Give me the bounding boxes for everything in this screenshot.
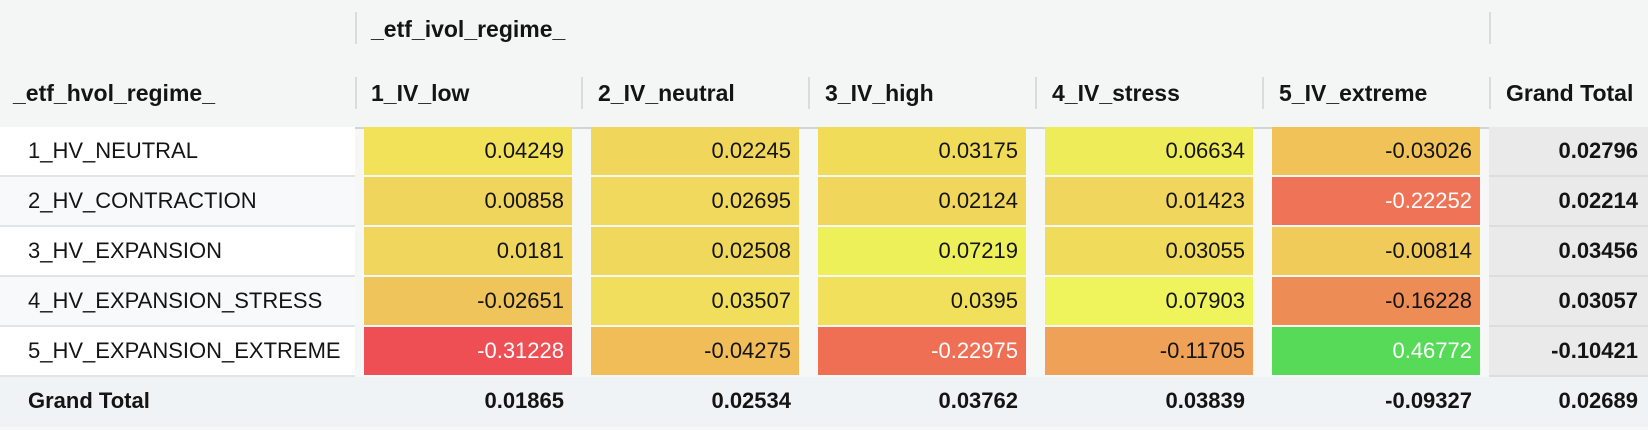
table-row: 3_HV_EXPANSION 0.0181 0.02508 0.07219 0.… (0, 227, 1648, 277)
row-header[interactable]: 2_HV_CONTRACTION (0, 177, 355, 227)
heatmap-cell[interactable]: -0.02651 (364, 277, 572, 325)
column-grand-total: 0.03839 (1165, 388, 1245, 413)
heatmap-cell[interactable]: -0.22252 (1272, 177, 1480, 225)
row-grand-total: 0.02214 (1489, 177, 1648, 227)
heatmap-cell[interactable]: -0.03026 (1272, 127, 1480, 175)
row-header[interactable]: 3_HV_EXPANSION (0, 227, 355, 277)
heatmap-cell[interactable]: 0.07219 (818, 227, 1026, 275)
column-header-iv-neutral[interactable]: 2_IV_neutral (598, 80, 735, 106)
row-header[interactable]: 5_HV_EXPANSION_EXTREME (0, 327, 355, 377)
grand-total-row: Grand Total 0.01865 0.02534 0.03762 0.03… (0, 377, 1648, 429)
heatmap-cell[interactable]: 0.00858 (364, 177, 572, 225)
column-grand-total: -0.09327 (1385, 388, 1472, 413)
heatmap-cell[interactable]: 0.02245 (591, 127, 799, 175)
heatmap-cell[interactable]: 0.02508 (591, 227, 799, 275)
column-header-grand-total[interactable]: Grand Total (1506, 80, 1634, 106)
grand-total-label: Grand Total (28, 388, 150, 413)
row-grand-total: 0.03057 (1489, 277, 1648, 327)
column-header-iv-stress[interactable]: 4_IV_stress (1052, 80, 1180, 106)
heatmap-cell[interactable]: -0.31228 (364, 327, 572, 375)
column-header-row: _etf_hvol_regime_ 1_IV_low 2_IV_neutral … (0, 60, 1648, 129)
row-grand-total: 0.02796 (1489, 127, 1648, 177)
header-divider (1489, 12, 1491, 44)
heatmap-cell[interactable]: 0.0181 (364, 227, 572, 275)
row-grand-total: 0.03456 (1489, 227, 1648, 277)
column-grand-total: 0.02534 (711, 388, 791, 413)
header-divider (355, 77, 357, 109)
heatmap-cell[interactable]: 0.03175 (818, 127, 1026, 175)
heatmap-cell[interactable]: 0.46772 (1272, 327, 1480, 375)
heatmap-cell[interactable]: 0.02124 (818, 177, 1026, 225)
header-divider (1489, 77, 1491, 109)
heatmap-cell[interactable]: -0.22975 (818, 327, 1026, 375)
heatmap-cell[interactable]: 0.03055 (1045, 227, 1253, 275)
heatmap-cell[interactable]: 0.01423 (1045, 177, 1253, 225)
column-header-iv-high[interactable]: 3_IV_high (825, 80, 934, 106)
row-field-label[interactable]: _etf_hvol_regime_ (13, 80, 215, 106)
table-row: 2_HV_CONTRACTION 0.00858 0.02695 0.02124… (0, 177, 1648, 227)
column-grand-total: 0.01865 (484, 388, 564, 413)
column-grand-total: 0.03762 (938, 388, 1018, 413)
heatmap-cell[interactable]: 0.07903 (1045, 277, 1253, 325)
column-header-iv-extreme[interactable]: 5_IV_extreme (1279, 80, 1428, 106)
heatmap-cell[interactable]: 0.02695 (591, 177, 799, 225)
heatmap-cell[interactable]: 0.06634 (1045, 127, 1253, 175)
header-divider (1262, 77, 1264, 109)
heatmap-cell[interactable]: 0.0395 (818, 277, 1026, 325)
heatmap-cell[interactable]: -0.04275 (591, 327, 799, 375)
row-header[interactable]: 4_HV_EXPANSION_STRESS (0, 277, 355, 327)
table-row: 4_HV_EXPANSION_STRESS -0.02651 0.03507 0… (0, 277, 1648, 327)
column-field-label[interactable]: _etf_ivol_regime_ (371, 16, 566, 42)
table-row: 1_HV_NEUTRAL 0.04249 0.02245 0.03175 0.0… (0, 127, 1648, 177)
overall-grand-total: 0.02689 (1558, 388, 1638, 413)
column-header-iv-low[interactable]: 1_IV_low (371, 80, 470, 106)
table-row: 5_HV_EXPANSION_EXTREME -0.31228 -0.04275… (0, 327, 1648, 377)
row-header[interactable]: 1_HV_NEUTRAL (0, 127, 355, 177)
heatmap-cell[interactable]: -0.11705 (1045, 327, 1253, 375)
bottom-edge (0, 427, 1648, 430)
heatmap-cell[interactable]: 0.03507 (591, 277, 799, 325)
row-grand-total: -0.10421 (1489, 327, 1648, 377)
header-divider (1035, 77, 1037, 109)
heatmap-cell[interactable]: -0.00814 (1272, 227, 1480, 275)
header-divider (808, 77, 810, 109)
header-divider (581, 77, 583, 109)
header-divider (355, 12, 357, 44)
column-group-header-row: _etf_ivol_regime_ (0, 0, 1648, 62)
heatmap-cell[interactable]: 0.04249 (364, 127, 572, 175)
heatmap-cell[interactable]: -0.16228 (1272, 277, 1480, 325)
